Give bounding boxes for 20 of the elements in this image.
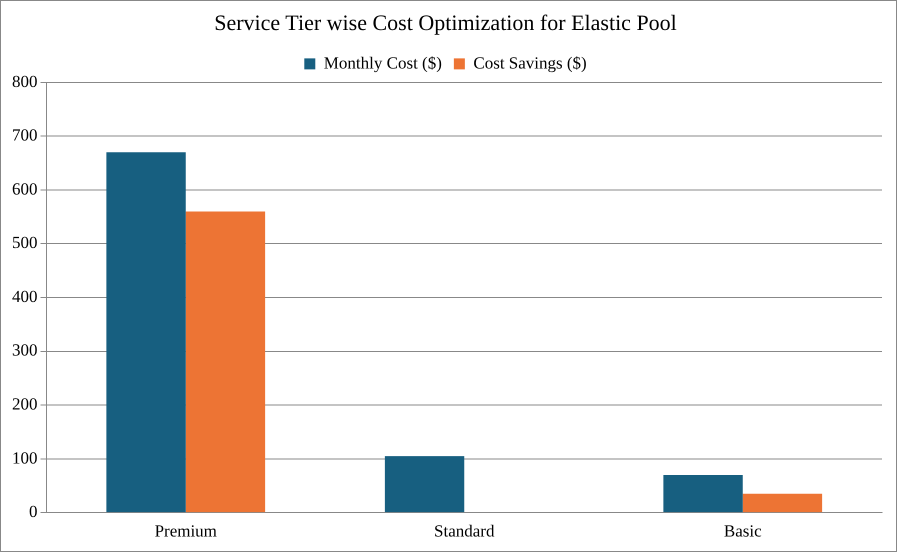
x-tick-label: Basic	[724, 521, 762, 540]
y-tick-label: 500	[12, 233, 38, 252]
y-tick-label: 700	[12, 126, 38, 145]
bar	[663, 474, 743, 512]
bar	[742, 494, 822, 512]
chart-title: Service Tier wise Cost Optimization for Elastic Pool	[214, 10, 677, 35]
x-tick-label: Standard	[434, 521, 495, 540]
y-tick-label: 600	[12, 179, 38, 198]
x-tick-label: Premium	[154, 521, 217, 540]
bar	[106, 152, 186, 512]
y-tick-label: 800	[12, 72, 38, 91]
legend-label: Cost Savings ($)	[473, 53, 587, 72]
legend-label: Monthly Cost ($)	[324, 53, 442, 72]
y-tick-label: 100	[12, 448, 38, 468]
y-tick-label: 200	[12, 394, 38, 414]
y-tick-label: 300	[12, 340, 38, 360]
y-tick-label: 400	[12, 286, 38, 306]
bar	[186, 211, 266, 512]
bar	[384, 456, 464, 512]
y-tick-label: 0	[29, 502, 38, 522]
